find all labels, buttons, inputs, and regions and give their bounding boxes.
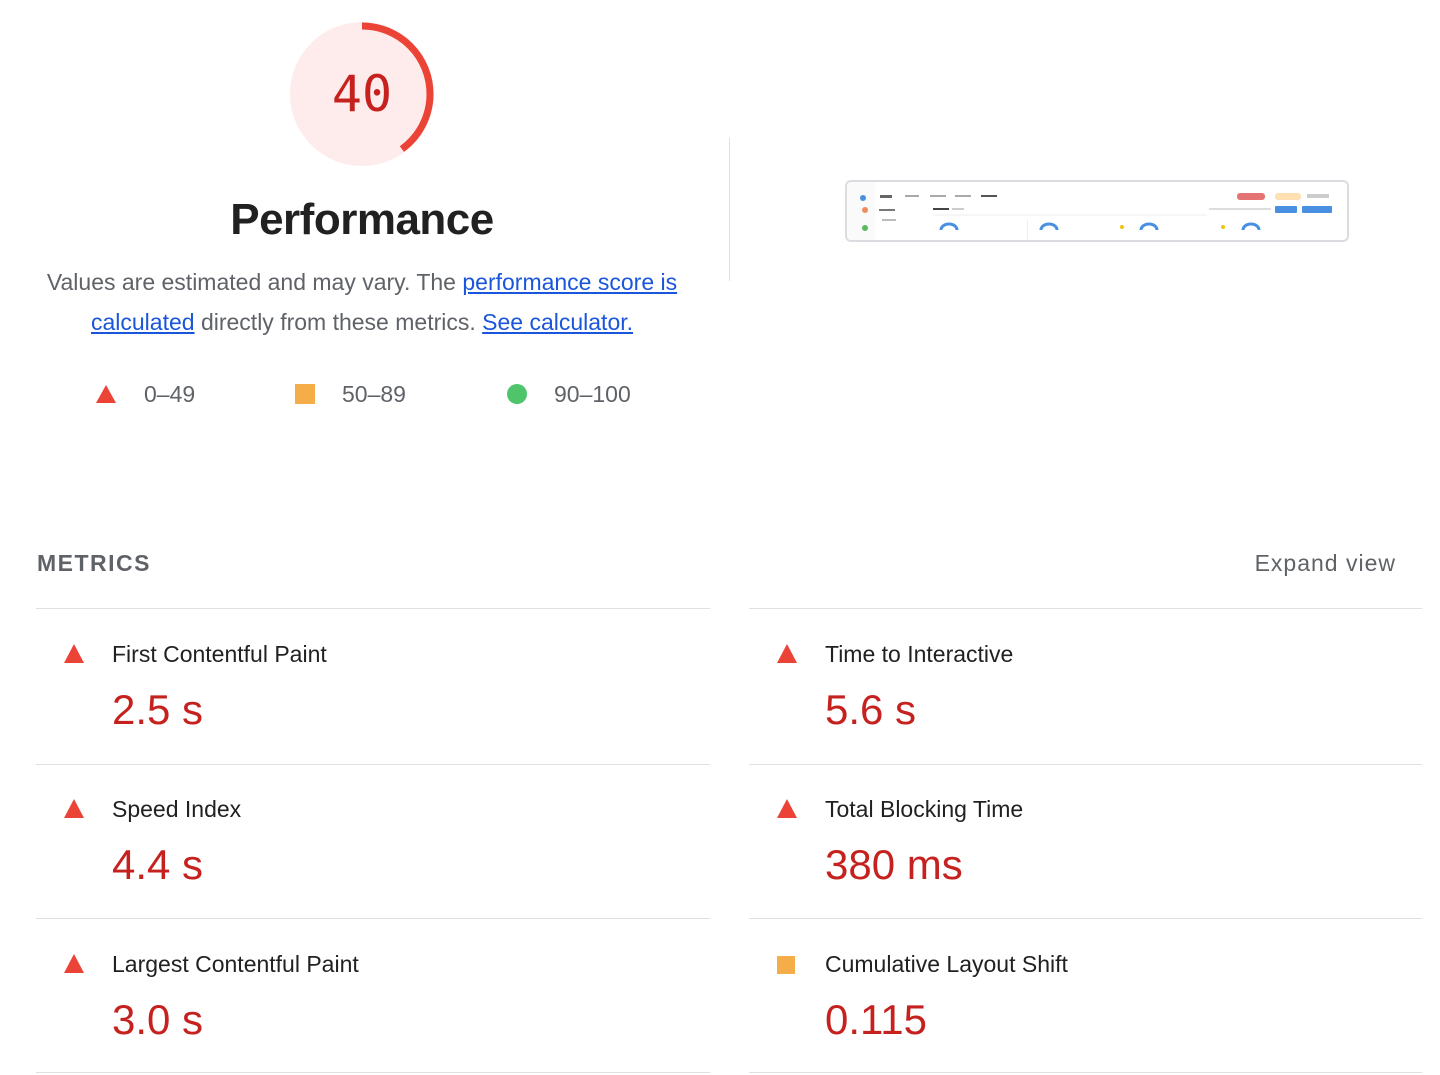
triangle-icon bbox=[64, 644, 84, 663]
metric-time-to-interactive: Time to Interactive 5.6 s bbox=[749, 608, 1419, 758]
category-title: Performance bbox=[230, 195, 494, 244]
score-gauge-arc bbox=[290, 22, 434, 166]
metric-value: 4.4 s bbox=[112, 841, 204, 888]
metric-value: 0.115 bbox=[825, 996, 927, 1043]
metric-name: First Contentful Paint bbox=[112, 641, 327, 667]
metric-value: 3.0 s bbox=[112, 996, 204, 1043]
divider bbox=[749, 764, 1422, 765]
metric-value: 2.5 s bbox=[112, 686, 204, 733]
metric-name: Cumulative Layout Shift bbox=[825, 951, 1068, 977]
performance-score-link[interactable]: performance score is calculated bbox=[90, 269, 678, 335]
description-text-1: Values are estimated and may vary. The bbox=[46, 269, 463, 295]
description-text-2: directly from these metrics. bbox=[194, 309, 483, 335]
divider bbox=[749, 1072, 1422, 1073]
metric-value: 5.6 s bbox=[825, 686, 917, 733]
metric-name: Time to Interactive bbox=[825, 641, 1014, 667]
score-description: Values are estimated and may vary. The p… bbox=[30, 262, 694, 342]
legend-fail: 0–49 bbox=[96, 378, 195, 410]
final-screenshot-thumbnail[interactable] bbox=[845, 180, 1349, 242]
metric-name: Largest Contentful Paint bbox=[112, 951, 359, 977]
divider bbox=[36, 608, 710, 609]
metric-speed-index: Speed Index 4.4 s bbox=[36, 763, 706, 913]
legend-average-label: 50–89 bbox=[342, 380, 406, 407]
circle-icon bbox=[507, 384, 527, 404]
metric-value: 380 ms bbox=[825, 841, 963, 888]
expand-view-toggle[interactable]: Expand view bbox=[1254, 550, 1396, 576]
screenshot-miniature bbox=[847, 182, 1332, 240]
divider bbox=[749, 918, 1422, 919]
metric-first-contentful-paint: First Contentful Paint 2.5 s bbox=[36, 608, 706, 758]
divider bbox=[36, 918, 710, 919]
divider bbox=[36, 1072, 710, 1073]
divider bbox=[36, 764, 710, 765]
legend-average: 50–89 bbox=[295, 378, 406, 410]
metric-total-blocking-time: Total Blocking Time 380 ms bbox=[749, 763, 1419, 913]
legend-pass: 90–100 bbox=[507, 378, 631, 410]
divider bbox=[749, 608, 1422, 609]
triangle-icon bbox=[64, 954, 84, 973]
triangle-icon bbox=[96, 385, 116, 403]
square-icon bbox=[295, 384, 315, 404]
score-gauge bbox=[290, 22, 434, 166]
see-calculator-link[interactable]: See calculator. bbox=[482, 309, 634, 335]
square-icon bbox=[777, 956, 795, 974]
triangle-icon bbox=[777, 644, 797, 663]
metric-name: Speed Index bbox=[112, 796, 242, 822]
metric-largest-contentful-paint: Largest Contentful Paint 3.0 s bbox=[36, 918, 706, 1068]
triangle-icon bbox=[64, 799, 84, 818]
score-gauge-fill bbox=[290, 22, 434, 166]
metrics-heading: METRICS bbox=[37, 550, 151, 576]
vertical-divider bbox=[729, 138, 730, 281]
legend-fail-label: 0–49 bbox=[144, 380, 196, 407]
legend-pass-label: 90–100 bbox=[554, 380, 631, 407]
metric-cumulative-layout-shift: Cumulative Layout Shift 0.115 bbox=[749, 918, 1419, 1068]
score-value: 40 bbox=[331, 65, 393, 123]
triangle-icon bbox=[777, 799, 797, 818]
metric-name: Total Blocking Time bbox=[825, 796, 1024, 822]
